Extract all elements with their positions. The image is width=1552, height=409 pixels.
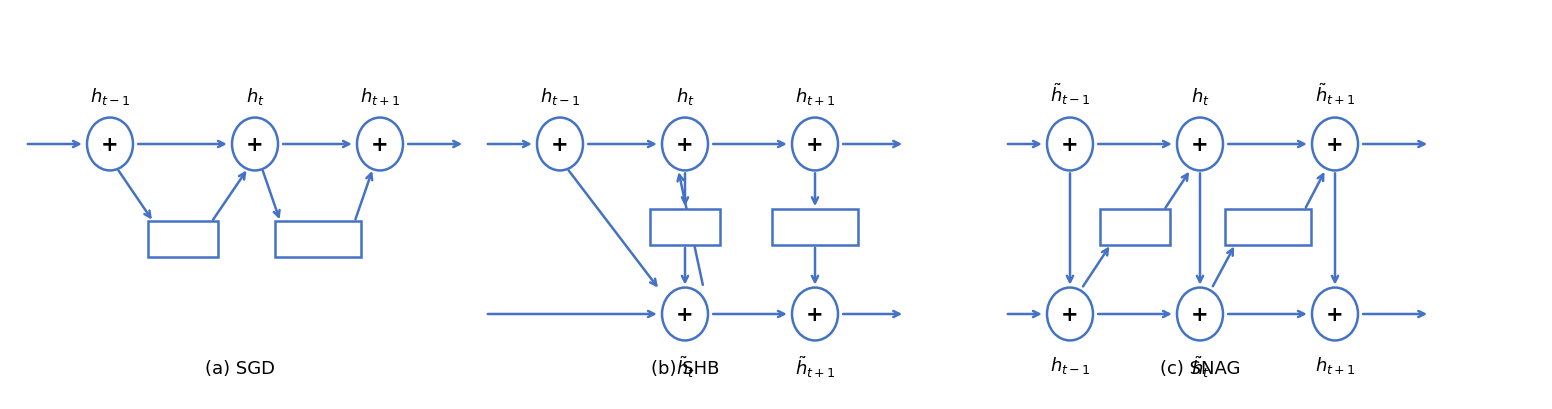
Text: $\tilde{h}_t$: $\tilde{h}_t$ [675,354,694,380]
Text: $-\nabla F_t$: $-\nabla F_t$ [161,229,203,249]
Ellipse shape [87,118,133,171]
Text: $-\nabla F_{t+1}$: $-\nabla F_{t+1}$ [287,229,348,249]
Ellipse shape [1311,118,1358,171]
Text: $h_{t+1}$: $h_{t+1}$ [360,86,400,107]
Ellipse shape [1048,118,1093,171]
Ellipse shape [792,288,838,341]
Text: $h_{t-1}$: $h_{t-1}$ [90,86,130,107]
Ellipse shape [663,288,708,341]
Ellipse shape [1048,288,1093,341]
Text: +: + [677,304,694,324]
Ellipse shape [663,118,708,171]
Text: +: + [805,135,824,155]
Text: $h_{t-1}$: $h_{t-1}$ [1049,354,1091,375]
Ellipse shape [1176,118,1223,171]
Text: $h_t$: $h_t$ [245,86,264,107]
Text: +: + [247,135,264,155]
Ellipse shape [792,118,838,171]
Text: $h_{t-1}$: $h_{t-1}$ [540,86,580,107]
FancyBboxPatch shape [1100,209,1170,245]
Text: $\tilde{h}_{t+1}$: $\tilde{h}_{t+1}$ [795,354,835,380]
Text: $h_t$: $h_t$ [675,86,694,107]
Text: $\tilde{h}_{t-1}$: $\tilde{h}_{t-1}$ [1049,81,1091,107]
Text: $h_{t+1}$: $h_{t+1}$ [1315,354,1355,375]
Text: +: + [805,304,824,324]
Text: $h_{t+1}$: $h_{t+1}$ [795,86,835,107]
Text: $\tilde{h}_t$: $\tilde{h}_t$ [1190,354,1209,380]
Text: (c) SNAG: (c) SNAG [1159,359,1240,377]
Text: $-\nabla F_{t+1}$: $-\nabla F_{t+1}$ [1237,218,1299,237]
FancyBboxPatch shape [650,209,720,245]
Text: +: + [551,135,570,155]
Text: +: + [1327,304,1344,324]
Text: $\tilde{h}_{t+1}$: $\tilde{h}_{t+1}$ [1315,81,1355,107]
Text: +: + [371,135,390,155]
Text: +: + [1062,304,1079,324]
Text: +: + [1062,135,1079,155]
Text: $-\nabla F_t$: $-\nabla F_t$ [1114,218,1156,237]
Text: (b) SHB: (b) SHB [650,359,719,377]
Text: +: + [1192,135,1209,155]
Text: $-\nabla F_{t+1}$: $-\nabla F_{t+1}$ [784,218,846,237]
Ellipse shape [231,118,278,171]
FancyBboxPatch shape [1225,209,1310,245]
Text: +: + [1192,304,1209,324]
Ellipse shape [537,118,584,171]
Text: $h_t$: $h_t$ [1190,86,1209,107]
Ellipse shape [1311,288,1358,341]
FancyBboxPatch shape [275,221,360,257]
Text: +: + [677,135,694,155]
Text: (a) SGD: (a) SGD [205,359,275,377]
Text: +: + [101,135,120,155]
Ellipse shape [357,118,404,171]
Text: +: + [1327,135,1344,155]
Ellipse shape [1176,288,1223,341]
FancyBboxPatch shape [147,221,217,257]
Text: $-\nabla F_t$: $-\nabla F_t$ [664,218,706,237]
FancyBboxPatch shape [771,209,858,245]
